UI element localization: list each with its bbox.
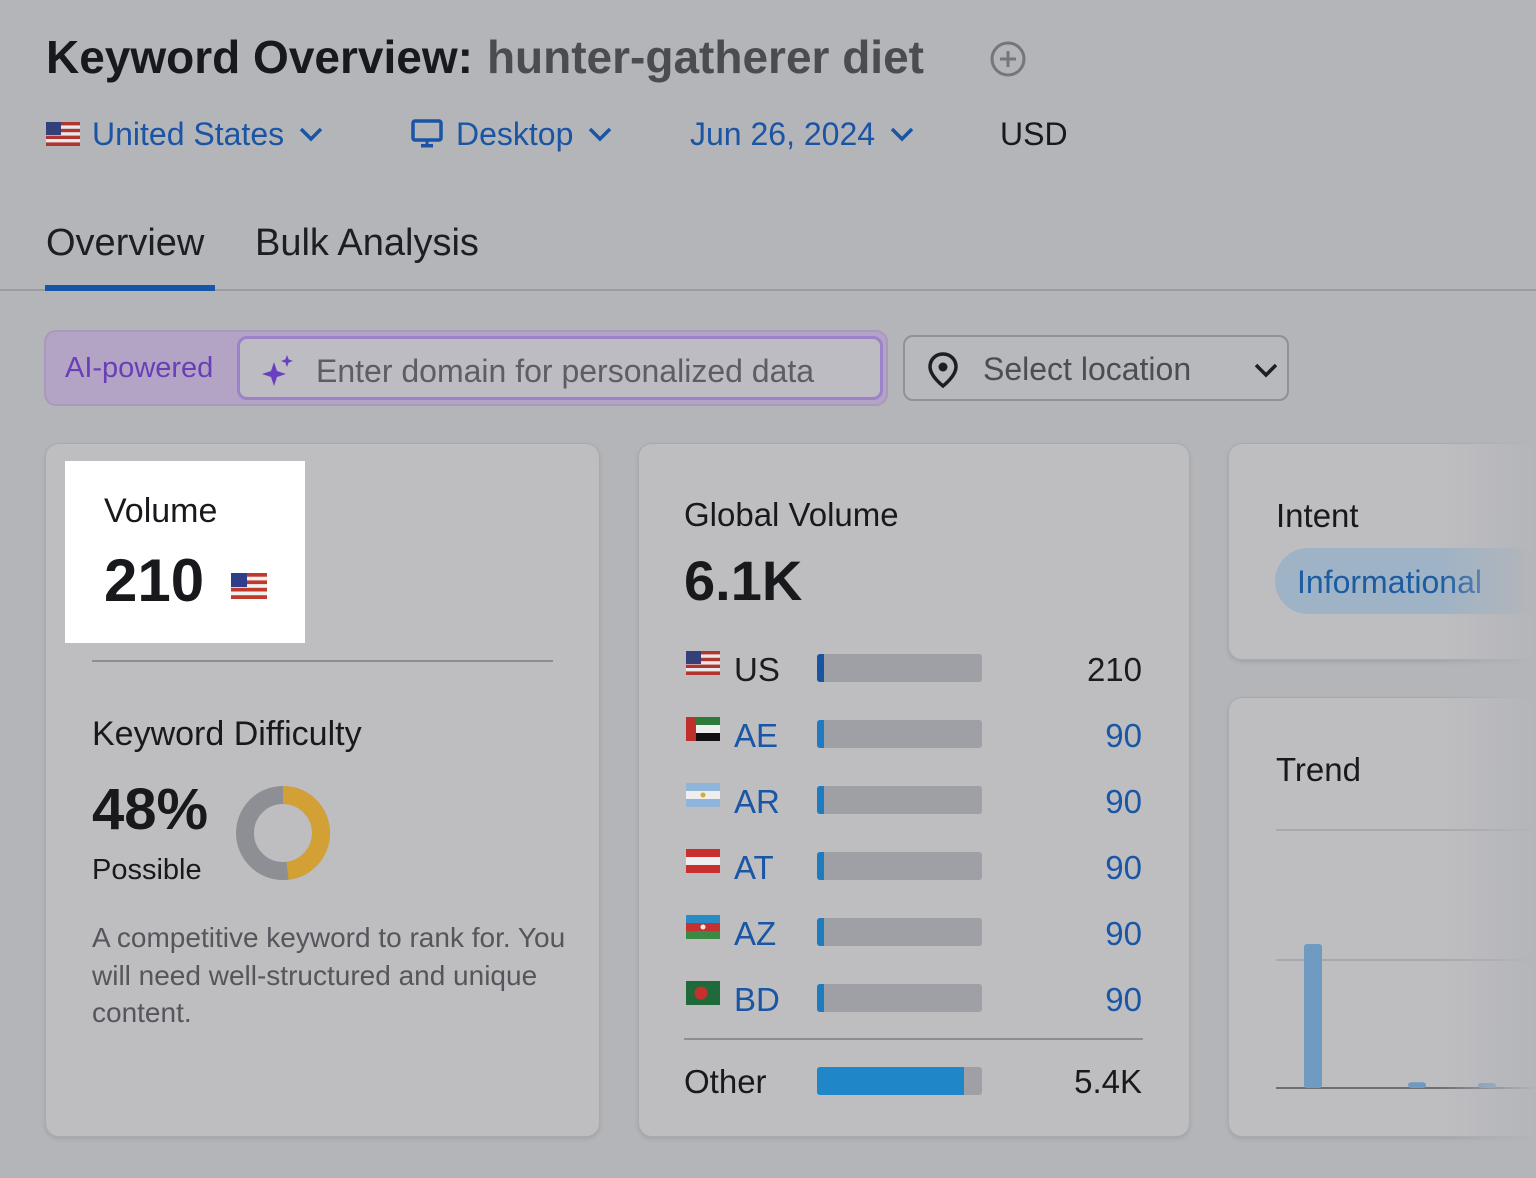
- country-code: AE: [734, 717, 779, 754]
- other-volume-bar-fill: [817, 1067, 964, 1095]
- keyword-difficulty-level: Possible: [92, 854, 202, 886]
- plus-circle-icon[interactable]: [989, 40, 1027, 78]
- tab-bulk-analysis[interactable]: Bulk Analysis: [255, 222, 479, 264]
- volume-bar-fill: [817, 720, 824, 748]
- volume-bar: [817, 720, 982, 748]
- volume-bar-fill: [817, 852, 824, 880]
- country-volume: 90: [1105, 849, 1142, 886]
- volume-bar-fill: [817, 918, 824, 946]
- location-placeholder: Select location: [983, 351, 1192, 387]
- argentina-flag-icon: [686, 783, 720, 807]
- uae-flag-icon: [686, 717, 720, 741]
- device-selector[interactable]: Desktop: [410, 112, 613, 156]
- us-flag-icon: [230, 573, 267, 599]
- domain-input-wrapper: [237, 336, 883, 400]
- other-volume-bar: [817, 1067, 982, 1095]
- domain-input[interactable]: [316, 353, 876, 389]
- chevron-down-icon: [1254, 363, 1278, 378]
- volume-bar: [817, 852, 982, 880]
- keyword-difficulty-description: A competitive keyword to rank for. You w…: [92, 922, 566, 1028]
- intent-label: Intent: [1276, 497, 1359, 534]
- country-code: BD: [734, 981, 780, 1018]
- us-flag-icon: [686, 651, 720, 675]
- chevron-down-icon: [589, 127, 612, 142]
- country-volume: 210: [1086, 651, 1142, 688]
- chevron-down-icon: [299, 127, 323, 142]
- volume-bar: [817, 918, 982, 946]
- country-row[interactable]: AZ 90: [686, 915, 1146, 955]
- sparkle-icon: [262, 355, 293, 386]
- difficulty-donut-chart: [236, 786, 330, 880]
- trend-bar[interactable]: [1408, 1082, 1426, 1088]
- map-pin-icon: [928, 352, 958, 389]
- volume-number: 210: [104, 547, 205, 614]
- azerbaijan-flag-icon: [686, 915, 720, 939]
- edge-fade: [1440, 430, 1536, 1150]
- date-selector[interactable]: Jun 26, 2024: [690, 112, 915, 156]
- country-row[interactable]: AR 90: [686, 783, 1146, 823]
- other-volume-value: 5.4K: [1074, 1063, 1142, 1100]
- volume-bar-fill: [817, 654, 824, 682]
- austria-flag-icon: [686, 849, 720, 873]
- volume-bar: [817, 984, 982, 1012]
- card-divider: [92, 660, 553, 662]
- country-code: US: [734, 651, 780, 688]
- country-selector[interactable]: United States: [46, 112, 324, 156]
- global-volume-label: Global Volume: [684, 496, 899, 533]
- page-title: Keyword Overview: hunter-gatherer diet: [46, 30, 924, 84]
- volume-bar-fill: [817, 786, 824, 814]
- volume-highlight: [65, 461, 305, 643]
- global-volume-divider: [684, 1038, 1143, 1040]
- keyword-difficulty-label: Keyword Difficulty: [92, 715, 362, 753]
- country-row[interactable]: AE 90: [686, 717, 1146, 757]
- country-row[interactable]: BD 90: [686, 981, 1146, 1021]
- location-select[interactable]: Select location: [903, 335, 1289, 401]
- keyword-text: hunter-gatherer diet: [486, 31, 924, 83]
- tabs-divider: [0, 289, 1536, 291]
- ai-powered-badge: AI-powered: [65, 352, 214, 384]
- trend-label: Trend: [1276, 751, 1361, 788]
- bangladesh-flag-icon: [686, 981, 720, 1005]
- volume-bar-fill: [817, 984, 824, 1012]
- chevron-down-icon: [890, 127, 914, 142]
- donut-fill: [236, 786, 330, 880]
- country-volume: 90: [1105, 981, 1142, 1018]
- country-row[interactable]: AT 90: [686, 849, 1146, 889]
- volume-value: 210: [104, 546, 267, 615]
- country-volume: 90: [1105, 915, 1142, 952]
- desktop-icon: [411, 119, 443, 148]
- country-volume: 90: [1105, 783, 1142, 820]
- tab-overview[interactable]: Overview: [46, 222, 205, 264]
- country-row: US 210: [686, 651, 1146, 691]
- volume-bar: [817, 654, 982, 682]
- volume-bar: [817, 786, 982, 814]
- us-flag-icon: [46, 122, 80, 146]
- active-tab-indicator: [45, 285, 215, 291]
- country-code: AR: [734, 783, 780, 820]
- keyword-difficulty-value: 48%: [92, 777, 209, 842]
- global-volume-value: 6.1K: [684, 549, 803, 612]
- country-code: AT: [734, 849, 774, 886]
- page-title-label: Keyword Overview:: [46, 31, 473, 83]
- country-label: United States: [92, 115, 285, 152]
- other-label: Other: [684, 1063, 767, 1100]
- currency-label: USD: [1000, 115, 1068, 152]
- country-code: AZ: [734, 915, 777, 952]
- trend-bar[interactable]: [1304, 944, 1322, 1088]
- device-label: Desktop: [456, 115, 574, 152]
- date-label: Jun 26, 2024: [690, 115, 876, 152]
- country-volume: 90: [1105, 717, 1142, 754]
- volume-label: Volume: [104, 492, 218, 530]
